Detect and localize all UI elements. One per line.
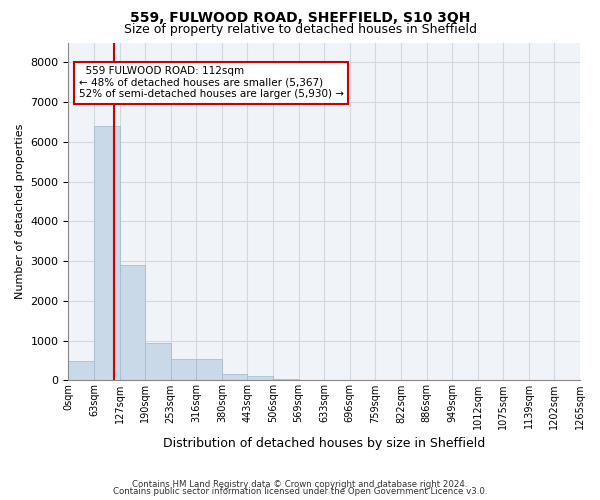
- Bar: [145, 342, 171, 380]
- Bar: [247, 376, 273, 380]
- Text: Contains HM Land Registry data © Crown copyright and database right 2024.: Contains HM Land Registry data © Crown c…: [132, 480, 468, 489]
- Bar: [171, 358, 196, 380]
- Bar: [273, 379, 299, 380]
- Bar: [68, 362, 94, 380]
- Text: 559 FULWOOD ROAD: 112sqm
← 48% of detached houses are smaller (5,367)
52% of sem: 559 FULWOOD ROAD: 112sqm ← 48% of detach…: [79, 66, 344, 100]
- Bar: [222, 374, 247, 380]
- Text: 559, FULWOOD ROAD, SHEFFIELD, S10 3QH: 559, FULWOOD ROAD, SHEFFIELD, S10 3QH: [130, 11, 470, 25]
- Bar: [196, 358, 222, 380]
- Text: Contains public sector information licensed under the Open Government Licence v3: Contains public sector information licen…: [113, 487, 487, 496]
- Bar: [94, 126, 119, 380]
- X-axis label: Distribution of detached houses by size in Sheffield: Distribution of detached houses by size …: [163, 437, 485, 450]
- Y-axis label: Number of detached properties: Number of detached properties: [15, 124, 25, 299]
- Bar: [119, 265, 145, 380]
- Text: Size of property relative to detached houses in Sheffield: Size of property relative to detached ho…: [124, 22, 476, 36]
